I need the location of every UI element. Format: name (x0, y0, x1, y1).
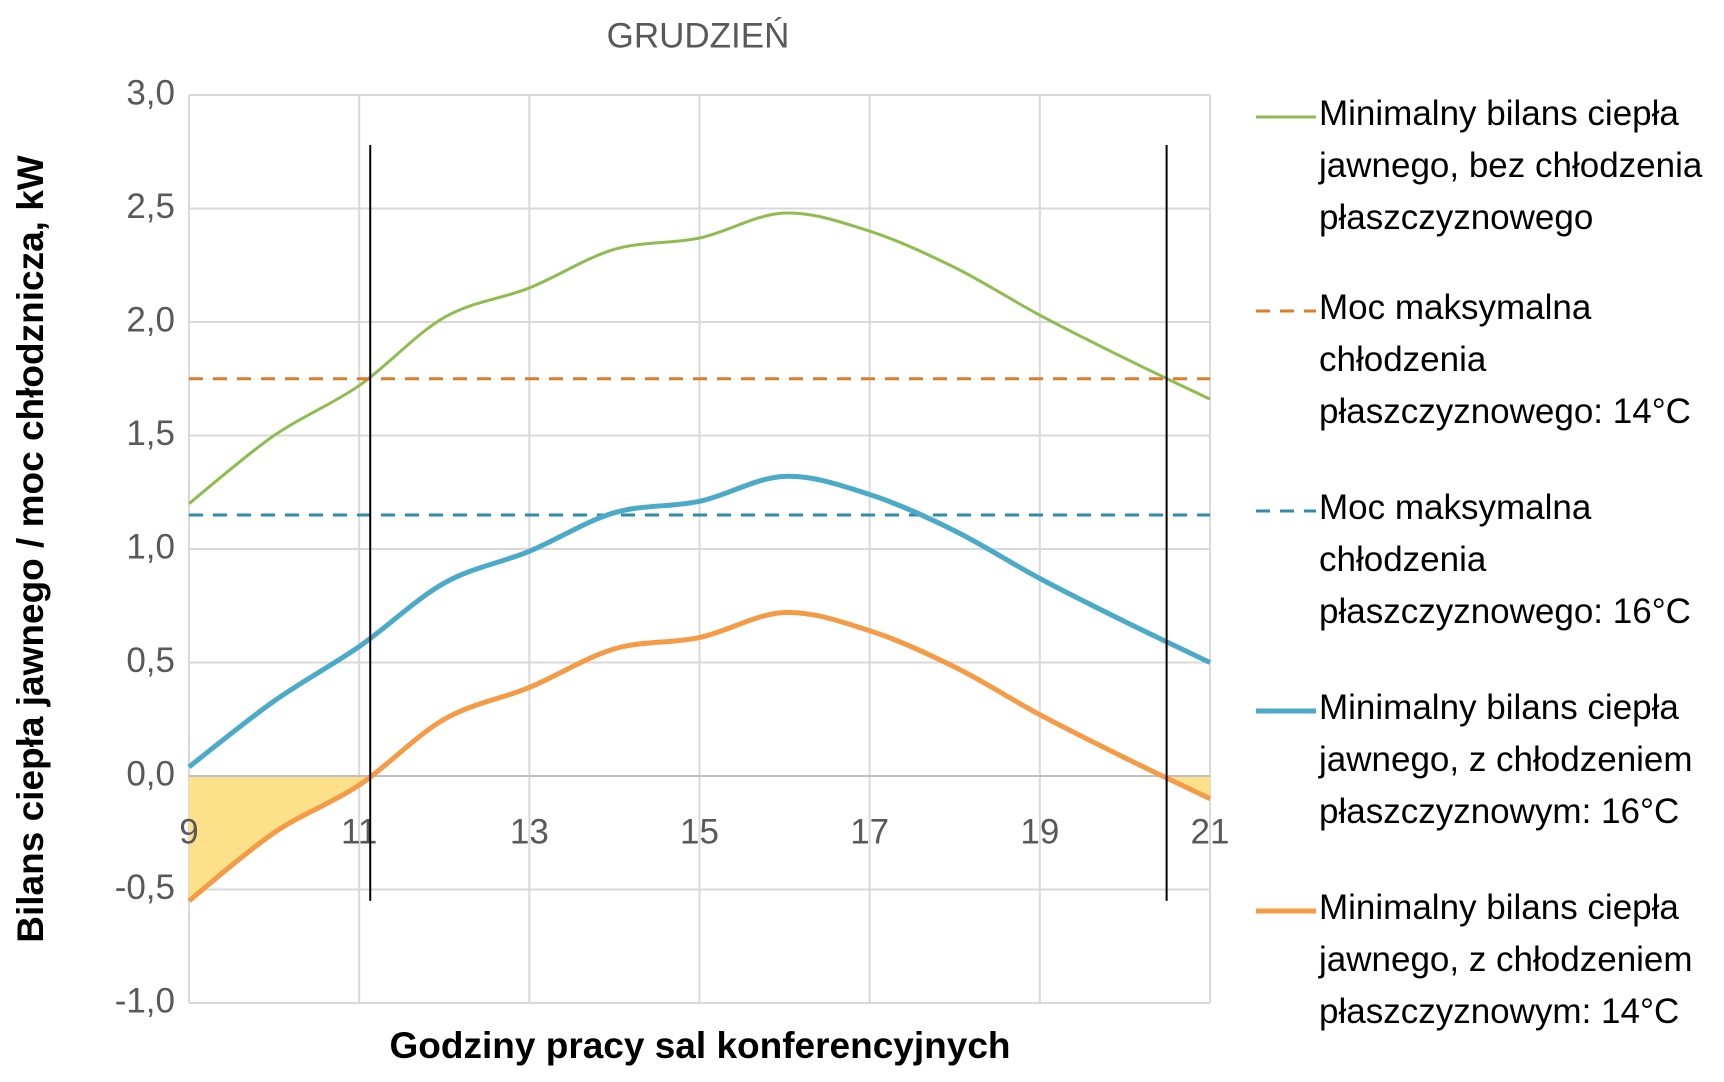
y-tick-label: -0,5 (115, 868, 175, 907)
y-tick-label: 0,0 (126, 754, 175, 793)
chart-title: GRUDZIEŃ (607, 16, 790, 55)
series-line (187, 473, 1212, 769)
y-tick-label: 2,0 (126, 300, 175, 339)
legend-label: Moc maksymalna chłodzenia płaszczyznoweg… (1319, 488, 1691, 631)
grid (188, 94, 1211, 1004)
legend-label: Minimalny bilans ciepła jawnego, bez chł… (1319, 94, 1703, 237)
x-tick-label: 19 (1020, 812, 1059, 851)
legend-item: Minimalny bilans ciepła jawnego, bez chł… (1254, 88, 1724, 282)
deficit-area (189, 776, 1210, 901)
y-tick-label: 2,5 (126, 187, 175, 226)
x-tick-label: 21 (1191, 812, 1230, 851)
legend-item: Minimalny bilans ciepła jawnego, z chłod… (1254, 682, 1724, 882)
x-tick-label: 9 (179, 812, 198, 851)
legend-label: Minimalny bilans ciepła jawnego, z chłod… (1319, 888, 1693, 1031)
y-axis-label: Bilans ciepła jawnego / moc chłodznicza,… (10, 155, 51, 943)
x-tick-label: 17 (850, 812, 889, 851)
series-line (188, 211, 1211, 505)
legend-item: Minimalny bilans ciepła jawnego, z chłod… (1254, 882, 1724, 1082)
x-tick-label: 13 (510, 812, 549, 851)
legend-swatch (1256, 908, 1316, 914)
legend-label: Minimalny bilans ciepła jawnego, z chłod… (1319, 688, 1693, 831)
x-axis-label: Godziny pracy sal konferencyjnych (390, 1025, 1011, 1066)
legend-swatch (1256, 309, 1316, 313)
x-tick-label: 15 (680, 812, 719, 851)
chart: GRUDZIEŃ Godziny pracy sal konferencyjny… (10, 16, 1230, 1066)
y-tick-label: 1,0 (126, 527, 175, 566)
y-tick-label: 1,5 (126, 414, 175, 453)
legend-label: Moc maksymalna chłodzenia płaszczyznoweg… (1319, 288, 1691, 431)
legend-item: Moc maksymalna chłodzenia płaszczyznoweg… (1254, 282, 1724, 482)
y-tick-label: 3,0 (126, 73, 175, 112)
legend-swatch (1256, 115, 1316, 119)
legend: Minimalny bilans ciepła jawnego, bez chł… (1254, 88, 1724, 1082)
legend-item: Moc maksymalna chłodzenia płaszczyznoweg… (1254, 482, 1724, 682)
series-line (187, 610, 1212, 903)
x-tick-label: 11 (341, 812, 377, 851)
legend-swatch (1256, 708, 1316, 714)
y-tick-label: -1,0 (115, 981, 175, 1020)
y-tick-label: 0,5 (126, 641, 175, 680)
legend-swatch (1256, 509, 1316, 513)
